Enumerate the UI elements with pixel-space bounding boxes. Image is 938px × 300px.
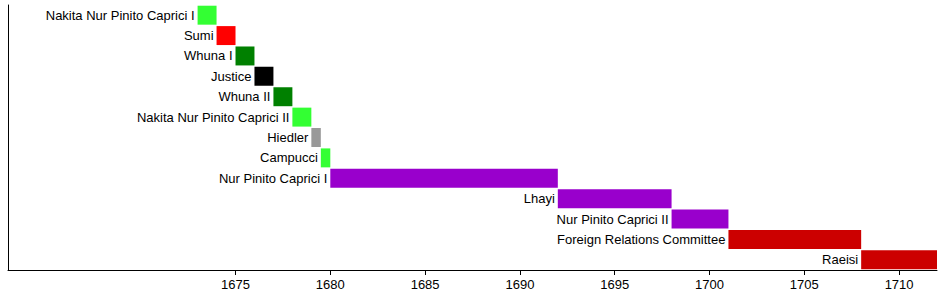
svg-text:1700: 1700 (695, 277, 724, 292)
svg-text:1705: 1705 (790, 277, 819, 292)
svg-text:1685: 1685 (411, 277, 440, 292)
svg-text:1695: 1695 (600, 277, 629, 292)
svg-text:1690: 1690 (505, 277, 534, 292)
svg-text:Foreign Relations Committee: Foreign Relations Committee (557, 232, 725, 247)
svg-text:Hiedler: Hiedler (267, 130, 309, 145)
svg-text:Campucci: Campucci (260, 150, 318, 165)
svg-text:Justice: Justice (211, 69, 251, 84)
svg-text:1680: 1680 (316, 277, 345, 292)
svg-text:Nakita Nur Pinito Caprici II: Nakita Nur Pinito Caprici II (137, 110, 289, 125)
svg-text:Nur Pinito Caprici I: Nur Pinito Caprici I (219, 171, 327, 186)
svg-text:1675: 1675 (221, 277, 250, 292)
svg-text:Whuna II: Whuna II (218, 89, 270, 104)
svg-text:Nakita Nur Pinito Caprici I: Nakita Nur Pinito Caprici I (46, 8, 195, 23)
svg-text:Lhayi: Lhayi (524, 191, 555, 206)
svg-text:1710: 1710 (885, 277, 914, 292)
svg-text:Raeisi: Raeisi (822, 252, 858, 267)
svg-text:Nur Pinito Caprici II: Nur Pinito Caprici II (557, 212, 669, 227)
svg-text:Sumi: Sumi (184, 28, 214, 43)
svg-text:Whuna I: Whuna I (184, 48, 232, 63)
